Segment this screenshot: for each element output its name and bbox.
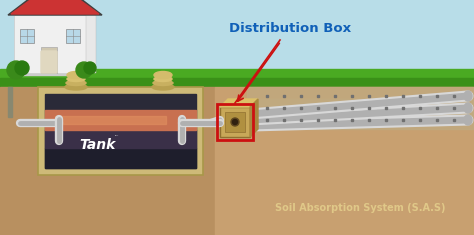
Circle shape (233, 120, 237, 125)
Ellipse shape (464, 91, 472, 101)
Bar (45, 94, 196, 168)
Circle shape (84, 62, 96, 74)
Ellipse shape (154, 77, 172, 82)
Bar (215, 87, 474, 235)
Ellipse shape (464, 115, 472, 125)
Polygon shape (250, 99, 258, 137)
Bar (217, 104, 253, 140)
Bar (0, 78, 474, 87)
Bar (247, 99, 473, 117)
Circle shape (231, 118, 239, 126)
Ellipse shape (65, 84, 87, 90)
Bar (225, 112, 245, 132)
Bar (68, 75, 84, 87)
Bar (16, 17, 88, 75)
Ellipse shape (67, 77, 85, 82)
Text: Tank: Tank (80, 138, 116, 152)
Bar (0, 0, 474, 87)
Ellipse shape (67, 71, 85, 78)
Ellipse shape (66, 81, 86, 86)
Bar (41, 47, 57, 73)
Bar (155, 75, 171, 87)
Ellipse shape (464, 103, 472, 113)
Bar (247, 87, 473, 105)
Bar (247, 111, 473, 129)
Bar (20, 29, 34, 43)
Bar (86, 15, 96, 73)
Ellipse shape (154, 71, 172, 78)
Bar (45, 130, 196, 148)
Bar (38, 87, 203, 175)
Bar (220, 107, 250, 137)
Bar (45, 148, 196, 168)
Polygon shape (220, 99, 258, 107)
Bar (66, 29, 80, 43)
FancyBboxPatch shape (41, 51, 57, 73)
Circle shape (76, 62, 92, 78)
Bar (0, 69, 474, 87)
Bar (55, 116, 166, 124)
Text: Soil Absorption System (S.A.S): Soil Absorption System (S.A.S) (275, 203, 445, 213)
Circle shape (15, 61, 29, 75)
Bar (8, 87, 12, 117)
Bar (45, 110, 196, 130)
Circle shape (7, 61, 25, 79)
Bar (0, 87, 215, 235)
Ellipse shape (153, 81, 173, 86)
Text: Distribution Box: Distribution Box (229, 22, 351, 35)
Bar (14, 15, 86, 73)
Polygon shape (11, 0, 99, 14)
Ellipse shape (152, 84, 174, 90)
Polygon shape (8, 0, 102, 15)
Text: #ffffff: #ffffff (115, 135, 119, 136)
